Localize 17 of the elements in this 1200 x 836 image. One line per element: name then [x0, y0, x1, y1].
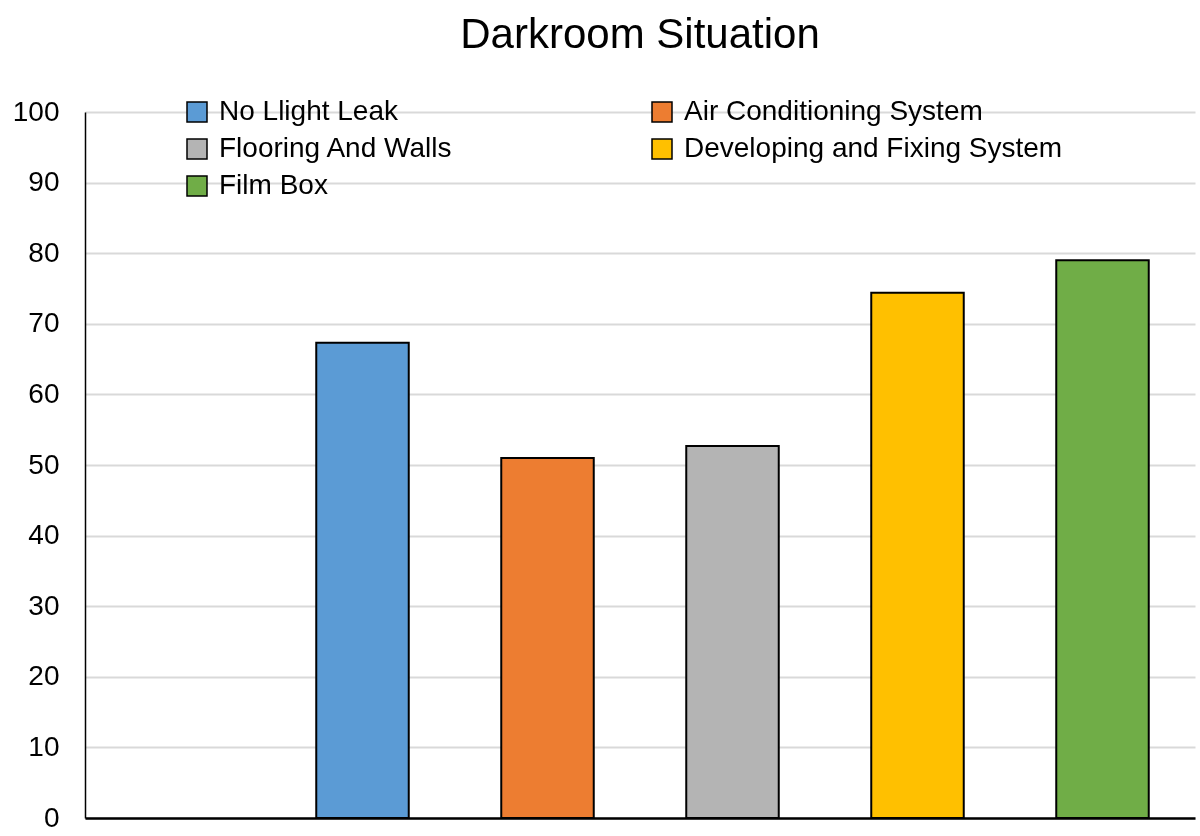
legend-label: Developing and Fixing System	[684, 132, 1063, 163]
legend-label: Air Conditioning System	[684, 95, 983, 126]
y-tick-label: 40	[28, 519, 60, 551]
y-tick-label: 100	[12, 95, 60, 127]
y-tick-label: 90	[28, 166, 60, 198]
y-tick-label: 20	[28, 660, 60, 692]
chart-title: Darkroom Situation	[460, 10, 820, 57]
y-tick-label: 10	[28, 730, 60, 762]
y-tick-label: 70	[28, 307, 60, 339]
y-tick-label: 50	[28, 448, 60, 480]
legend-label: Flooring And Walls	[219, 132, 452, 163]
legend-label: No Llight Leak	[219, 95, 400, 126]
y-tick-label: 30	[28, 589, 60, 621]
legend-label: Film Box	[219, 169, 328, 200]
y-tick-label: 60	[28, 377, 60, 409]
y-tick-label: 80	[28, 236, 60, 268]
y-tick-label: 0	[43, 801, 60, 833]
